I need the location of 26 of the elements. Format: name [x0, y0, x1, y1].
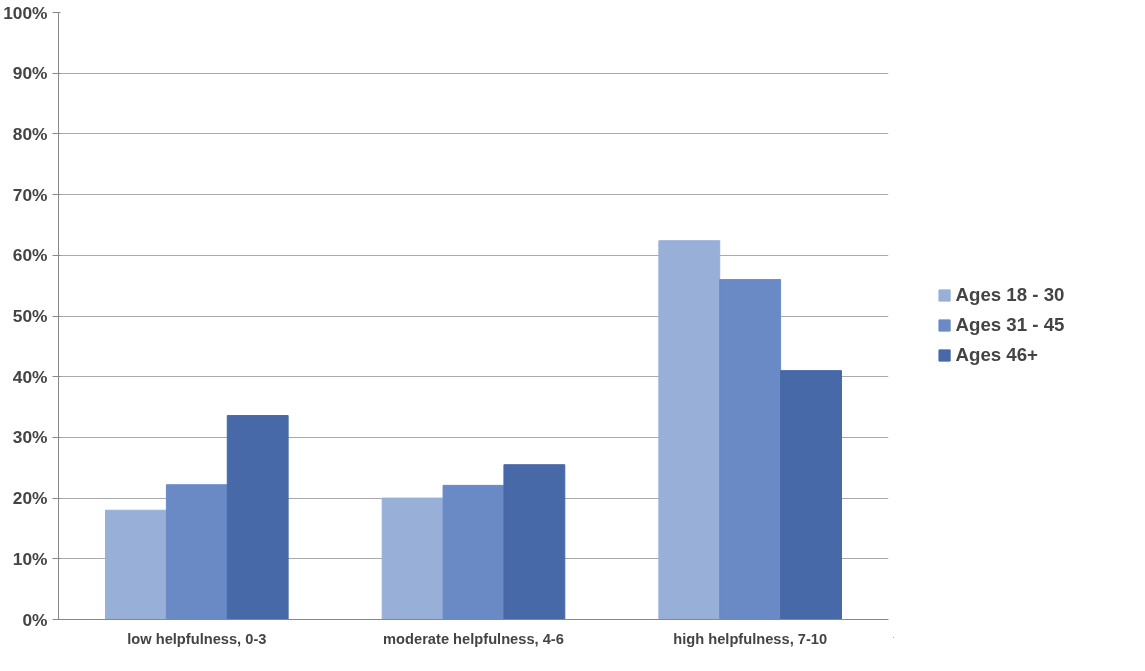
y-tick-label: 60% [12, 245, 48, 266]
legend-label: Ages 18 - 30 [955, 283, 1065, 306]
bar [719, 279, 782, 620]
y-tick-label: 30% [12, 427, 48, 448]
bar [381, 497, 444, 620]
x-tick-label: moderate helpfulness, 4-6 [383, 630, 564, 647]
bar [165, 484, 228, 620]
y-tick-label: 20% [12, 488, 48, 509]
bar [442, 484, 505, 620]
y-tick-label: 50% [12, 306, 48, 326]
bar [226, 415, 289, 620]
legend-label: Ages 31 - 45 [955, 313, 1065, 336]
x-tick-label: high helpfulness, 7-10 [673, 630, 828, 647]
legend-label: Ages 46+ [955, 343, 1039, 366]
x-tick-label: low helpfulness, 0-3 [127, 630, 267, 647]
y-tick-label: 80% [12, 123, 48, 144]
y-tick-label: 40% [12, 366, 48, 387]
y-tick-label: 70% [12, 184, 48, 205]
bar [503, 464, 566, 620]
bar [780, 370, 842, 620]
y-tick-label: 10% [12, 548, 48, 569]
y-tick-label: 0% [22, 609, 48, 630]
y-tick-label: 90% [12, 63, 48, 84]
bar [105, 509, 167, 620]
y-tick-label: 100% [3, 2, 48, 23]
bar [658, 240, 721, 620]
